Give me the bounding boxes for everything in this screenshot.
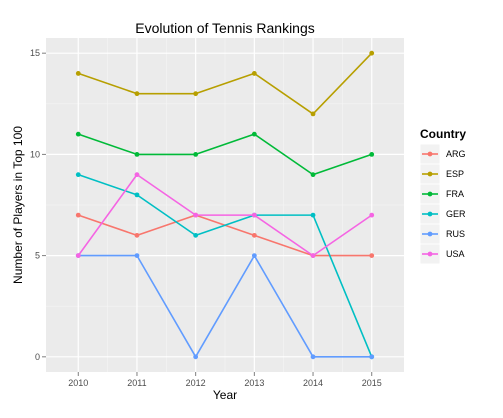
x-tick-label: 2014 bbox=[303, 378, 323, 388]
x-axis-title: Year bbox=[213, 388, 237, 402]
data-point-ger bbox=[75, 172, 81, 178]
y-tick-label: 0 bbox=[35, 352, 40, 362]
x-tick-label: 2012 bbox=[186, 378, 206, 388]
x-tick-label: 2011 bbox=[127, 378, 146, 388]
legend-label-usa: USA bbox=[446, 249, 465, 259]
x-tick-label: 2013 bbox=[244, 378, 264, 388]
data-point-arg bbox=[369, 253, 375, 259]
y-tick-label: 5 bbox=[35, 251, 40, 261]
data-point-fra bbox=[310, 172, 316, 178]
series-line-rus bbox=[78, 254, 372, 358]
legend-key-point-esp bbox=[427, 171, 433, 177]
legend-label-rus: RUS bbox=[446, 229, 465, 239]
data-point-esp bbox=[134, 91, 140, 97]
series-line-ger bbox=[78, 173, 373, 358]
y-tick-label: 10 bbox=[30, 149, 40, 159]
data-point-fra bbox=[193, 151, 199, 157]
data-point-fra bbox=[134, 151, 140, 157]
data-point-usa bbox=[193, 212, 199, 218]
data-point-ger bbox=[134, 192, 140, 198]
data-point-ger bbox=[310, 212, 316, 218]
series-lines bbox=[75, 50, 375, 360]
data-point-arg bbox=[75, 212, 81, 218]
data-point-arg bbox=[251, 232, 257, 238]
data-point-usa bbox=[75, 253, 81, 259]
legend-label-arg: ARG bbox=[446, 149, 466, 159]
data-point-rus bbox=[193, 354, 199, 360]
axes: 0 5 10 15 2010 2011 2012 2013 2014 2015 bbox=[30, 48, 382, 388]
legend-label-fra: FRA bbox=[446, 189, 464, 199]
x-tick-label: 2010 bbox=[68, 378, 88, 388]
data-point-esp bbox=[193, 91, 199, 97]
legend-label-ger: GER bbox=[446, 209, 466, 219]
legend-key-point-rus bbox=[427, 231, 433, 237]
data-point-fra bbox=[75, 131, 81, 137]
legend-key-point-fra bbox=[427, 191, 433, 197]
series-line-fra bbox=[78, 133, 372, 176]
data-point-usa bbox=[134, 172, 140, 178]
data-point-rus bbox=[369, 354, 375, 360]
data-point-arg bbox=[134, 232, 140, 238]
legend-key-point-arg bbox=[427, 151, 433, 157]
data-point-fra bbox=[369, 151, 375, 157]
data-point-fra bbox=[251, 131, 257, 137]
data-point-esp bbox=[310, 111, 316, 117]
legend-key-point-usa bbox=[427, 251, 433, 257]
data-point-esp bbox=[251, 71, 257, 76]
data-point-rus bbox=[310, 354, 316, 360]
data-point-esp bbox=[75, 71, 81, 76]
legend-title: Country bbox=[420, 127, 466, 141]
series-line-usa bbox=[77, 173, 373, 257]
y-tick-label: 15 bbox=[30, 48, 40, 58]
data-point-rus bbox=[134, 253, 140, 259]
data-point-esp bbox=[369, 50, 375, 56]
data-point-usa bbox=[251, 212, 257, 218]
legend: Country ARG ESP FRA GER RUS USA bbox=[419, 127, 466, 265]
data-point-ger bbox=[193, 232, 199, 238]
chart-title: Evolution of Tennis Rankings bbox=[135, 20, 315, 36]
data-point-usa bbox=[310, 253, 316, 259]
data-point-rus bbox=[251, 253, 257, 259]
y-axis-title: Number of Players in Top 100 bbox=[11, 126, 25, 284]
legend-label-esp: ESP bbox=[446, 169, 464, 179]
x-tick-label: 2015 bbox=[362, 378, 382, 388]
data-point-usa bbox=[369, 212, 375, 218]
series-line-esp bbox=[78, 52, 373, 115]
legend-key-point-ger bbox=[427, 211, 433, 217]
